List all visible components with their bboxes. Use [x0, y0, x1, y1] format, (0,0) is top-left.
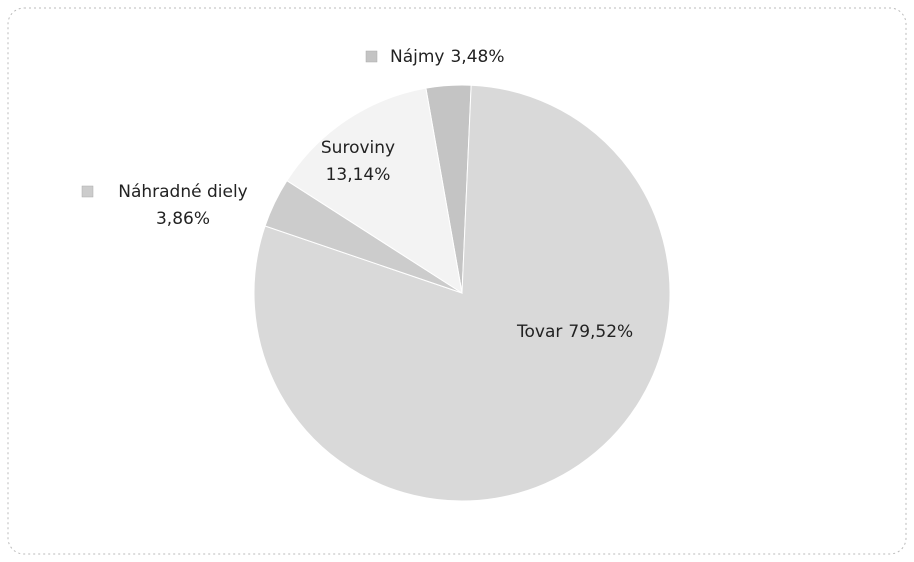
value-label: 3,48%: [450, 47, 504, 67]
legend-key: [81, 185, 94, 198]
category-label: Tovar: [516, 322, 562, 342]
value-label: 13,14%: [326, 165, 391, 185]
data-label: Nájmy 3,48%: [390, 47, 505, 67]
category-label: Nájmy: [390, 47, 444, 67]
category-label: Náhradné diely: [118, 182, 248, 202]
labels: Nájmy 3,48% Tovar 79,52% Náhradné diely 3,86%…: [81, 47, 633, 342]
category-label: Suroviny: [321, 138, 395, 158]
pie: [253, 84, 671, 502]
value-label: 79,52%: [568, 322, 633, 342]
pie-slice: [286, 87, 463, 295]
data-label: Tovar 79,52%: [516, 322, 633, 342]
legend-key: [365, 50, 378, 63]
value-label: 3,86%: [156, 209, 210, 229]
